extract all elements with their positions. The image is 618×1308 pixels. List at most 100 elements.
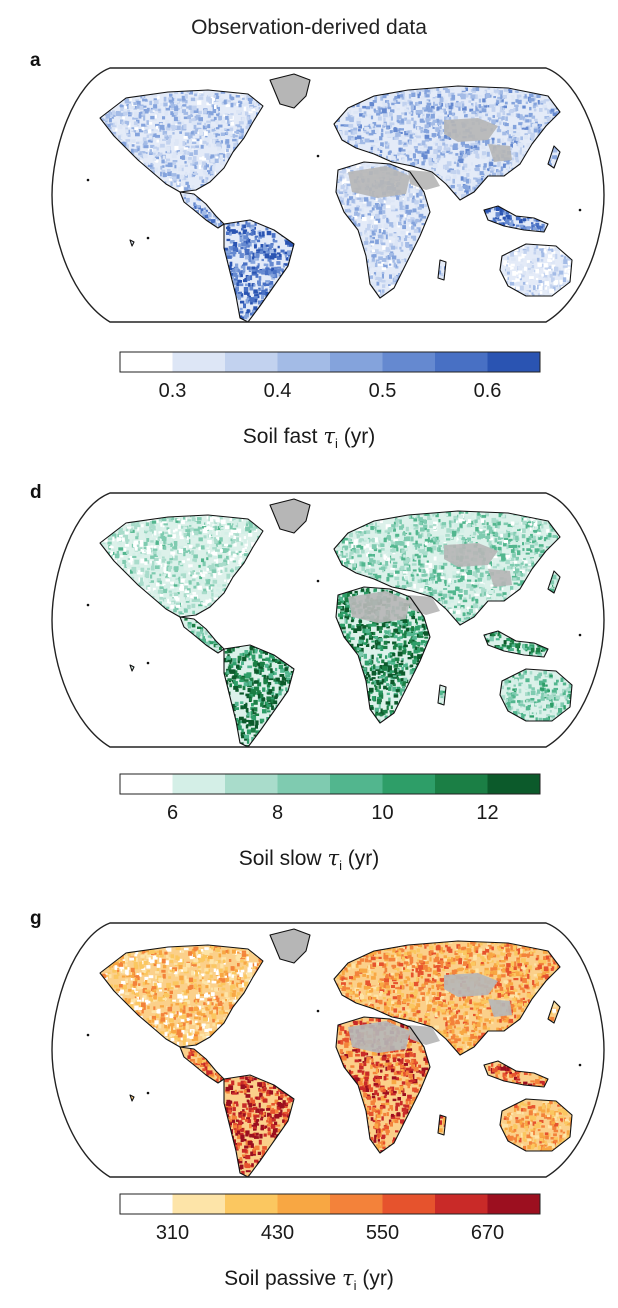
newZealand-texture bbox=[576, 1151, 590, 1167]
greenland-coastline bbox=[269, 73, 311, 109]
colorbar-tick-label: 8 bbox=[271, 802, 284, 824]
japan-coastline bbox=[547, 570, 561, 594]
madagascar-land bbox=[438, 260, 446, 280]
newZealand-coastline bbox=[575, 720, 591, 738]
soil-fast-colorbar bbox=[119, 351, 541, 373]
soil-slow-colorbar bbox=[119, 773, 541, 795]
greenland-land bbox=[270, 929, 310, 963]
panel-letter-g: g bbox=[30, 908, 42, 929]
seAsia-coastline bbox=[483, 630, 549, 658]
colorbar-tick-label: 430 bbox=[260, 1222, 295, 1244]
colorbar-label-text: Soil fast bbox=[242, 425, 318, 448]
japan-coastline bbox=[547, 1000, 561, 1024]
panel-letter-a: a bbox=[30, 50, 41, 71]
colorbar-tick-label: 10 bbox=[371, 802, 394, 824]
soil-fast-map bbox=[51, 67, 605, 323]
colorbar-segment bbox=[487, 1194, 541, 1214]
colorbar-tick-label: 0.4 bbox=[263, 380, 292, 402]
colorbar-tick-label: 550 bbox=[365, 1222, 400, 1244]
antarcticaFragment-coastline bbox=[129, 1094, 135, 1102]
no-data-region bbox=[348, 591, 410, 623]
island-dot bbox=[146, 236, 150, 240]
colorbar-border bbox=[119, 773, 541, 795]
colorbar-segment bbox=[225, 352, 278, 372]
no-data-region bbox=[408, 1025, 440, 1045]
colorbar-segment bbox=[277, 774, 331, 794]
greenland-land bbox=[270, 74, 310, 108]
northAmerica-coastline bbox=[99, 89, 264, 193]
colorbar-segment bbox=[382, 1194, 436, 1214]
africa-coastline bbox=[335, 586, 431, 724]
colorbar-segment bbox=[435, 352, 488, 372]
madagascar-coastline bbox=[437, 1114, 447, 1136]
antarcticaFragment-coastline bbox=[129, 239, 135, 247]
newZealand-texture bbox=[576, 721, 590, 736]
colorbar-border bbox=[119, 351, 541, 373]
newZealand-texture bbox=[576, 296, 590, 312]
colorbar-segment bbox=[120, 774, 173, 794]
colorbar-segment bbox=[225, 774, 278, 794]
centralAmerica-coastline bbox=[179, 616, 225, 654]
tau-symbol: τ bbox=[327, 846, 340, 870]
no-data-region bbox=[408, 595, 440, 615]
colorbar-segment bbox=[382, 774, 436, 794]
newZealand-coastline bbox=[575, 295, 591, 313]
tau-subscript: i bbox=[353, 1278, 357, 1293]
island-dot bbox=[86, 603, 90, 607]
australia-coastline bbox=[499, 1098, 573, 1152]
island-dot bbox=[316, 1009, 320, 1013]
southAmerica-coastline bbox=[223, 219, 295, 322]
colorbar-segment bbox=[330, 352, 383, 372]
colorbar-label-text: Soil slow bbox=[238, 847, 322, 870]
colorbar-tick-label: 0.5 bbox=[368, 380, 397, 402]
colorbar-segment bbox=[120, 352, 173, 372]
soil-passive-colorbar-label: Soil passive τi (yr) bbox=[0, 1266, 618, 1293]
island-dot bbox=[578, 633, 582, 637]
colorbar-unit: (yr) bbox=[343, 425, 376, 448]
panel-letter-d: d bbox=[30, 482, 42, 503]
no-data-region bbox=[488, 999, 512, 1017]
colorbar-segment bbox=[435, 1194, 488, 1214]
greenland-coastline bbox=[269, 928, 311, 964]
colorbar-unit: (yr) bbox=[362, 1267, 394, 1290]
island-dot bbox=[578, 208, 582, 212]
map-frame bbox=[51, 67, 605, 323]
no-data-region bbox=[444, 543, 498, 567]
colorbar-segment bbox=[487, 774, 541, 794]
colorbar-segment bbox=[277, 1194, 331, 1214]
colorbar-segment bbox=[172, 352, 226, 372]
southAmerica-coastline bbox=[223, 1074, 295, 1177]
island-dot bbox=[86, 1033, 90, 1037]
colorbar-segment bbox=[120, 1194, 173, 1214]
colorbar-tick-label: 6 bbox=[166, 802, 179, 824]
island-dot bbox=[146, 661, 150, 665]
colorbar-segment bbox=[225, 1194, 278, 1214]
soil-passive-colorbar bbox=[119, 1193, 541, 1215]
newZealand-land bbox=[576, 721, 590, 737]
colorbar-segment bbox=[172, 1194, 226, 1214]
australia-coastline bbox=[499, 243, 573, 297]
colorbar-label-text: Soil passive bbox=[224, 1267, 337, 1290]
colorbar-segment bbox=[435, 774, 488, 794]
no-data-region bbox=[348, 166, 410, 198]
soil-slow-colorbar-label: Soil slow τi (yr) bbox=[0, 846, 618, 873]
no-data-region bbox=[348, 1021, 410, 1053]
no-data-region bbox=[488, 144, 512, 162]
centralAmerica-coastline bbox=[179, 1046, 225, 1084]
northAmerica-coastline bbox=[99, 514, 264, 618]
seAsia-coastline bbox=[483, 205, 549, 233]
soil-fast-colorbar-label: Soil fast τi (yr) bbox=[0, 424, 618, 451]
madagascar-coastline bbox=[437, 684, 447, 706]
tau-subscript: i bbox=[334, 436, 338, 451]
colorbar-tick-label: 670 bbox=[470, 1222, 505, 1244]
colorbar-segment bbox=[330, 1194, 383, 1214]
colorbar-segment bbox=[382, 352, 436, 372]
figure-title: Observation-derived data bbox=[191, 16, 427, 39]
colorbar-tick-label: 0.3 bbox=[158, 380, 187, 402]
soil-passive-map bbox=[51, 922, 605, 1178]
colorbar-unit: (yr) bbox=[347, 847, 380, 870]
no-data-region bbox=[488, 569, 512, 587]
map-frame bbox=[51, 922, 605, 1178]
madagascar-coastline bbox=[437, 259, 447, 281]
japan-coastline bbox=[547, 145, 561, 169]
